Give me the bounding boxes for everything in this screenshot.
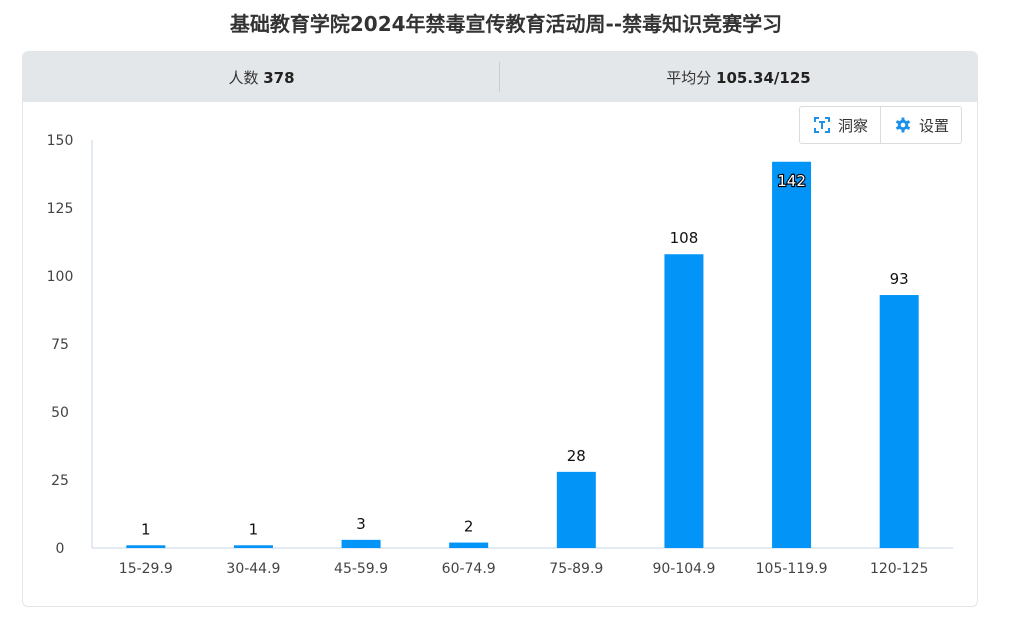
participants-value: 378 [263,68,295,87]
y-tick-label: 125 [47,201,74,217]
bar-105-119.9[interactable] [772,161,812,548]
x-axis: 15-29.9 30-44.9 45-59.9 60-74.9 75-89.9 90-10… [92,547,953,577]
participants-label: 人数 [228,68,259,87]
chart-toolbar: 洞察 设置 [799,106,963,144]
chart-card: 人数 378 平均分 105.34/125 洞察 [22,51,978,607]
y-tick-label: 50 [51,405,69,421]
stats-divider [499,62,500,92]
y-tick-label: 100 [47,269,74,285]
data-label: 93 [890,270,909,288]
data-label: 108 [670,229,699,247]
bar-75-89.9[interactable] [556,471,596,548]
settings-label: 设置 [919,116,950,135]
bar-15-29.9[interactable] [126,545,166,548]
average-score-value: 105.34/125 [716,68,811,87]
insight-icon [814,117,830,133]
data-label: 1 [141,520,151,538]
average-score-label: 平均分 [666,68,712,87]
y-tick-label: 0 [56,541,65,557]
x-tick-label: 15-29.9 [119,561,173,577]
x-tick-label: 45-59.9 [334,561,388,577]
bar-60-74.9[interactable] [449,542,489,548]
data-label: 2 [464,518,474,536]
data-label: 3 [356,515,366,533]
page-title: 基础教育学院2024年禁毒宣传教育活动周--禁毒知识竞赛学习 [229,12,783,36]
x-tick-label: 90-104.9 [652,561,715,577]
data-label: 28 [567,447,586,465]
y-axis: 0 25 50 75 100 125 150 [47,133,93,557]
average-score-stat: 平均分 105.34/125 [500,67,977,88]
bar-30-44.9[interactable] [233,545,273,548]
y-tick-label: 75 [51,337,69,353]
bar-90-104.9[interactable] [664,254,704,549]
settings-button[interactable]: 设置 [880,107,961,143]
insight-label: 洞察 [838,116,869,135]
data-label: 142 [777,172,806,190]
x-tick-label: 120-125 [870,561,929,577]
gear-icon [896,117,910,133]
bars [126,161,919,549]
data-label: 1 [249,520,259,538]
y-tick-label: 150 [47,133,74,149]
y-tick-label: 25 [51,473,69,489]
x-tick-label: 60-74.9 [442,561,496,577]
insight-button[interactable]: 洞察 [800,107,880,143]
stats-bar: 人数 378 平均分 105.34/125 [23,52,977,102]
x-tick-label: 30-44.9 [226,561,280,577]
data-labels: 1 1 3 2 28 108 142 93 [141,171,909,539]
bar-120-125[interactable] [879,295,919,548]
bar-45-59.9[interactable] [341,539,381,548]
participants-stat: 人数 378 [23,67,500,88]
x-tick-label: 105-119.9 [756,561,828,577]
x-tick-label: 75-89.9 [549,561,603,577]
